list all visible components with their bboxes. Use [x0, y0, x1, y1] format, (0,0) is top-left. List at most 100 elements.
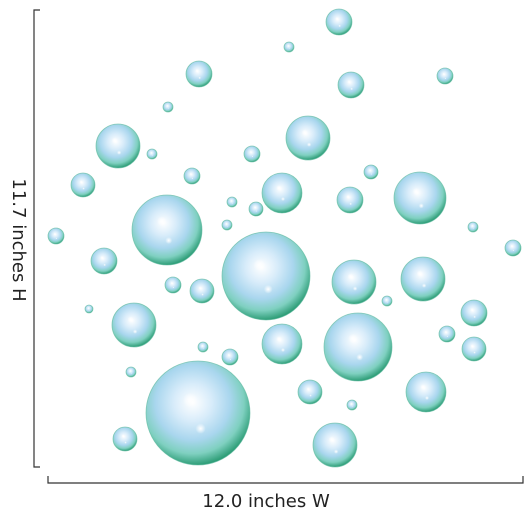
bubble-part [198, 286, 202, 290]
bubble-part [189, 172, 192, 176]
bubble-part [418, 203, 424, 209]
bubble-part [253, 206, 256, 209]
bubble-part [185, 60, 213, 88]
bubble-part [202, 348, 204, 349]
bubble-part [47, 227, 65, 245]
bubble-part [229, 358, 232, 361]
bubble-part [170, 281, 173, 285]
bubble [436, 67, 454, 85]
bubble-part [132, 329, 138, 334]
bubble-part [167, 108, 169, 109]
bubble-part [470, 307, 474, 312]
bubble-part [283, 41, 295, 53]
bubble [400, 256, 446, 302]
bubble [111, 302, 157, 348]
bubble-part [248, 201, 264, 217]
bubble [47, 227, 65, 245]
bubble [248, 201, 264, 217]
bubble [145, 360, 251, 466]
bubble [331, 259, 377, 305]
bubble [226, 196, 238, 208]
bubble-part [335, 16, 339, 21]
bubble-part [370, 173, 373, 175]
bubble-part [412, 187, 420, 196]
bubble-part [164, 276, 182, 294]
bubble-part [226, 196, 238, 208]
bubble-part [276, 185, 282, 191]
bubble [337, 71, 365, 99]
bubble-part [87, 307, 89, 309]
bubble-part [191, 177, 194, 180]
bubble-part [338, 24, 341, 28]
bubble-part [231, 203, 233, 204]
bubble-part [145, 360, 251, 466]
bubble [312, 422, 358, 468]
bubble [393, 171, 447, 225]
bubble-part [95, 123, 141, 169]
bubble [112, 426, 138, 452]
width-bracket [47, 476, 524, 484]
bubble-part [116, 150, 122, 155]
bubble-part [306, 142, 312, 147]
bubble-part [473, 351, 476, 354]
bubble [285, 115, 331, 161]
bubble [243, 145, 261, 163]
bubble-part [336, 186, 364, 214]
bubbles [47, 8, 522, 468]
bubble-part [416, 270, 423, 277]
bubble-part [198, 76, 201, 80]
bubble-part [243, 145, 261, 163]
bubble-part [349, 202, 352, 206]
bubble-part [225, 223, 227, 225]
bubble-part [368, 169, 371, 172]
bubble-part [386, 302, 388, 303]
bubble-part [90, 247, 118, 275]
bubble-part [112, 426, 138, 452]
bubble-part [331, 259, 377, 305]
bubble-part [251, 155, 254, 158]
bubble-part [347, 273, 354, 280]
bubble-part [197, 341, 209, 353]
bubble-part [281, 197, 285, 201]
bubble [146, 148, 158, 160]
bubble [189, 278, 215, 304]
bubble [125, 366, 137, 378]
bubble-part [79, 180, 83, 184]
bubble-part [195, 423, 206, 434]
bubble-part [461, 336, 487, 362]
bubble-part [333, 449, 339, 454]
bubble-part [221, 219, 233, 231]
bubble-part [512, 249, 515, 252]
bubble-part [285, 115, 331, 161]
bubble-part [356, 353, 364, 361]
bubble [164, 276, 182, 294]
bubble-part [381, 295, 393, 307]
bubble-part [323, 312, 393, 382]
bubble [346, 399, 358, 411]
bubble [221, 219, 233, 231]
bubble-part [195, 68, 199, 73]
bubble-part [84, 304, 94, 314]
bubble [461, 336, 487, 362]
bubble [95, 123, 141, 169]
bubble [363, 164, 379, 180]
bubble-part [471, 225, 473, 227]
bubble [323, 312, 393, 382]
bubble-part [263, 284, 273, 294]
bubble-part [297, 379, 323, 405]
bubble-part [125, 366, 137, 378]
bubble [438, 325, 456, 343]
bubble-part [281, 348, 285, 352]
bubble-part [301, 129, 308, 136]
bubble-part [438, 325, 456, 343]
height-bracket [33, 9, 40, 468]
bubble [84, 304, 94, 314]
bubble-part [346, 399, 358, 411]
bubble-part [156, 216, 167, 227]
bubble-part [348, 333, 358, 344]
bubble [283, 41, 295, 53]
bubble-part [350, 87, 353, 91]
bubble-part [306, 387, 310, 391]
bubble-part [421, 283, 427, 288]
